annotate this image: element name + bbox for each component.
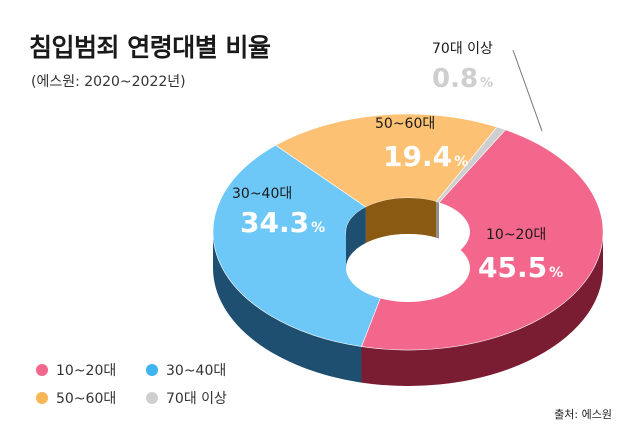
category-label-10-20: 10~20대 xyxy=(486,227,546,243)
slice-70-plus-inner-wall xyxy=(436,201,439,239)
slice-10-20-side xyxy=(361,232,603,387)
legend-label-10-20: 10~20대 xyxy=(56,363,117,379)
legend-item-70-plus: 70대 이상 xyxy=(146,388,227,408)
donut-hole xyxy=(346,234,470,302)
chart-title: 침입범죄 연령대별 비율 xyxy=(29,33,271,62)
legend-label-70-plus: 70대 이상 xyxy=(166,391,227,407)
value-label-70-plus: 0.8% xyxy=(432,64,493,94)
slice-30-40-inner-wall xyxy=(345,207,366,268)
legend-label-50-60: 50~60대 xyxy=(56,391,117,407)
category-label-50-60: 50~60대 xyxy=(375,116,435,132)
legend-swatch-10-20 xyxy=(36,364,48,376)
legend-label-30-40: 30~40대 xyxy=(166,363,227,379)
slice-30-40-side xyxy=(212,232,362,383)
legend-swatch-70-plus xyxy=(146,392,158,404)
legend-item-10-20: 10~20대 xyxy=(36,360,116,380)
leader-line-70-plus xyxy=(512,49,543,132)
category-label-70-plus: 70대 이상 xyxy=(432,41,493,57)
legend-item-30-40: 30~40대 xyxy=(146,360,226,380)
legend-swatch-30-40 xyxy=(146,364,158,376)
legend-swatch-50-60 xyxy=(36,392,48,404)
legend-item-50-60: 50~60대 xyxy=(36,388,116,408)
category-label-30-40: 30~40대 xyxy=(232,186,292,202)
source-note: 출처: 에스원 xyxy=(554,408,612,421)
chart-subtitle: (에스원: 2020~2022년) xyxy=(31,74,186,90)
slice-50-60-inner-wall xyxy=(365,197,437,243)
